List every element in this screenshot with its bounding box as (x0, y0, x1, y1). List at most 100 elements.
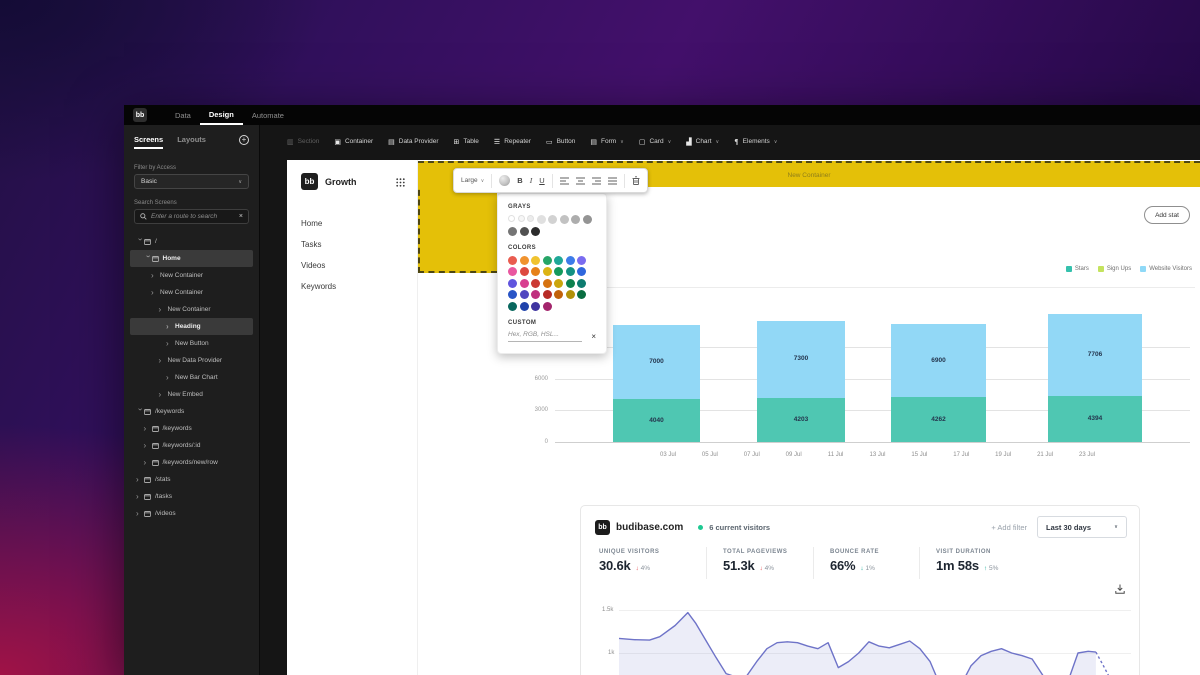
underline-button[interactable]: U (539, 176, 545, 185)
tree-item[interactable]: › /keywords (130, 403, 253, 420)
color-swatch[interactable] (519, 301, 529, 311)
tree-caret-icon[interactable]: › (143, 440, 147, 450)
align-justify-icon[interactable] (607, 177, 617, 185)
align-right-icon[interactable] (591, 177, 601, 185)
component-chart[interactable]: ▟ Chart ∨ (686, 137, 720, 146)
color-swatch[interactable] (531, 255, 540, 265)
apps-grid-icon[interactable] (396, 178, 405, 187)
tree-item[interactable]: › /tasks (130, 488, 253, 505)
tree-caret-icon[interactable]: › (166, 321, 169, 331)
tree-item[interactable]: › /keywords/:id (130, 437, 253, 454)
date-range-select[interactable]: Last 30 days ∨ (1037, 516, 1127, 538)
delete-icon[interactable] (632, 176, 640, 185)
color-swatch[interactable] (554, 255, 563, 265)
component-form[interactable]: ▤ Form ∨ (590, 137, 624, 146)
gray-swatch[interactable] (517, 215, 525, 222)
tree-caret-icon[interactable]: › (136, 491, 139, 501)
gray-swatch[interactable] (508, 226, 517, 236)
topbar-tab-automate[interactable]: Automate (251, 110, 284, 120)
tree-caret-icon[interactable]: › (151, 287, 154, 297)
tree-item[interactable]: › New Container (130, 284, 253, 301)
color-swatch[interactable] (508, 278, 517, 288)
tree-item[interactable]: › / (130, 233, 253, 250)
component-repeater[interactable]: ☰ Repeater (493, 137, 531, 146)
topbar-tab-design[interactable]: Design (199, 105, 243, 125)
tree-item[interactable]: › Heading (130, 318, 253, 335)
text-color-button[interactable] (499, 175, 511, 186)
tree-item[interactable]: › /keywords/new/row (130, 454, 253, 471)
color-swatch[interactable] (542, 290, 552, 299)
access-filter-select[interactable]: Basic ∨ (134, 174, 249, 189)
color-swatch[interactable] (531, 278, 540, 288)
tree-item[interactable]: › Home (130, 250, 253, 267)
tab-layouts[interactable]: Layouts (177, 135, 206, 144)
color-swatch[interactable] (508, 301, 517, 311)
color-swatch[interactable] (565, 255, 575, 265)
tree-item[interactable]: › New Data Provider (130, 352, 253, 369)
download-icon[interactable] (1115, 584, 1125, 594)
tree-caret-icon[interactable]: › (143, 423, 147, 433)
align-left-icon[interactable] (559, 177, 569, 185)
color-swatch[interactable] (519, 255, 529, 265)
bold-button[interactable]: B (517, 176, 523, 185)
clear-color-icon[interactable]: × (591, 331, 596, 341)
color-swatch[interactable] (565, 278, 575, 288)
color-swatch[interactable] (565, 267, 575, 276)
preview-nav-tasks[interactable]: Tasks (301, 240, 322, 249)
gray-swatch[interactable] (531, 226, 540, 236)
component-elements[interactable]: ¶ Elements ∨ (734, 137, 778, 146)
gray-swatch[interactable] (582, 215, 592, 224)
color-swatch[interactable] (554, 267, 563, 276)
color-swatch[interactable] (519, 278, 529, 288)
tree-item[interactable]: › /stats (130, 471, 253, 488)
color-swatch[interactable] (519, 290, 529, 299)
align-center-icon[interactable] (575, 177, 585, 185)
color-swatch[interactable] (519, 267, 529, 276)
tree-caret-icon[interactable]: › (166, 338, 169, 348)
tree-caret-icon[interactable]: › (143, 457, 147, 467)
font-size-select[interactable]: Large ∨ (461, 177, 485, 184)
color-swatch[interactable] (531, 301, 540, 311)
stacked-bar[interactable]: 4040 7000 (613, 325, 700, 442)
tree-caret-icon[interactable]: › (143, 254, 153, 258)
color-swatch[interactable] (531, 290, 540, 299)
italic-button[interactable]: I (529, 176, 533, 185)
component-data-provider[interactable]: ▤ Data Provider (388, 137, 439, 146)
gray-swatch[interactable] (527, 215, 534, 222)
gray-swatch[interactable] (536, 215, 546, 224)
tree-item[interactable]: › New Bar Chart (130, 369, 253, 386)
tree-item[interactable]: › New Container (130, 301, 253, 318)
component-table[interactable]: ⊞ Table (453, 137, 479, 146)
gray-swatch[interactable] (508, 215, 515, 222)
tree-caret-icon[interactable]: › (151, 270, 154, 280)
tree-item[interactable]: › New Embed (130, 386, 253, 403)
tree-caret-icon[interactable]: › (158, 304, 162, 314)
add-filter-button[interactable]: + Add filter (991, 522, 1027, 532)
component-section[interactable]: ▥ Section (287, 137, 320, 146)
color-swatch[interactable] (577, 255, 586, 265)
gray-swatch[interactable] (548, 215, 557, 224)
color-swatch[interactable] (542, 267, 552, 276)
preview-nav-videos[interactable]: Videos (301, 261, 326, 270)
stacked-bar[interactable]: 4262 6900 (891, 324, 986, 442)
tree-item[interactable]: › /keywords (130, 420, 253, 437)
color-swatch[interactable] (542, 255, 552, 265)
tree-caret-icon[interactable]: › (136, 237, 145, 241)
color-swatch[interactable] (531, 267, 540, 276)
custom-color-input[interactable]: Hex, RGB, HSL... (508, 331, 583, 342)
color-swatch[interactable] (577, 278, 586, 288)
tree-caret-icon[interactable]: › (136, 508, 139, 518)
gray-swatch[interactable] (519, 226, 529, 236)
color-swatch[interactable] (554, 278, 563, 288)
gray-swatch[interactable] (559, 215, 569, 224)
topbar-tab-data[interactable]: Data (175, 110, 191, 120)
preview-nav-home[interactable]: Home (301, 219, 323, 228)
color-swatch[interactable] (508, 255, 517, 265)
add-stat-button[interactable]: Add stat (1144, 206, 1190, 224)
tree-caret-icon[interactable]: › (136, 407, 145, 411)
color-swatch[interactable] (577, 267, 586, 276)
tree-caret-icon[interactable]: › (158, 355, 162, 365)
stacked-bar[interactable]: 4203 7300 (757, 320, 845, 442)
stacked-bar[interactable]: 4394 7706 (1048, 314, 1142, 442)
color-swatch[interactable] (508, 290, 517, 299)
